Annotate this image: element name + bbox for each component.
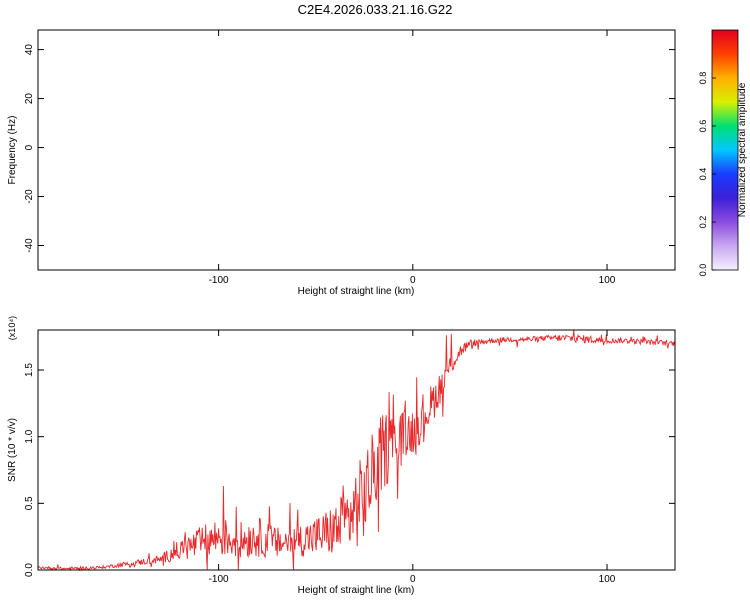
- spectrogram-y-label: Frequency (Hz): [7, 116, 18, 185]
- y-tick-label: -20: [24, 189, 35, 204]
- y-tick-label: 0.0: [24, 563, 35, 577]
- colorbar-gradient: [712, 30, 738, 270]
- colorbar-tick-label: 0.4: [698, 168, 708, 181]
- spectrogram-frame: [37, 29, 676, 271]
- colorbar-ticks: 0.0 0.2 0.4 0.6 0.8: [698, 72, 716, 277]
- snr-series-line: [37, 329, 676, 572]
- snr-y-multiplier: (x10⁴): [7, 316, 17, 340]
- x-tick-label: 100: [599, 574, 616, 585]
- y-tick-label: 1.0: [24, 429, 35, 443]
- figure-title: C2E4.2026.033.21.16.G22: [298, 2, 453, 17]
- spectrogram-y-ticks: -40 -20 0 20 40: [24, 44, 675, 253]
- snr-y-ticks: 0.0 0.5 1.0 1.5: [24, 363, 675, 577]
- x-tick-label: 0: [410, 275, 416, 286]
- colorbar-label: Normalized spectral amplitude: [737, 82, 748, 217]
- colorbar-tick-label: 0.6: [698, 120, 708, 133]
- y-tick-label: 0.5: [24, 496, 35, 510]
- x-tick-label: -100: [209, 275, 229, 286]
- colorbar-frame: [711, 29, 739, 271]
- spectrogram-x-label: Height of straight line (km): [298, 286, 415, 297]
- x-tick-label: 100: [599, 275, 616, 286]
- y-tick-label: 0: [24, 144, 35, 150]
- snr-x-label: Height of straight line (km): [298, 585, 415, 596]
- colorbar-tick-label: 0.8: [698, 72, 708, 85]
- colorbar-tick-label: 0.2: [698, 216, 708, 229]
- y-tick-label: 20: [24, 93, 35, 105]
- snr-frame: [37, 329, 676, 571]
- snr-y-label: SNR (10 * v/v): [7, 418, 18, 482]
- y-tick-label: 40: [24, 44, 35, 56]
- spectrogram-plot-area: [38, 30, 675, 270]
- x-tick-label: 0: [410, 574, 416, 585]
- x-tick-label: -100: [209, 574, 229, 585]
- y-tick-label: -40: [24, 238, 35, 253]
- colorbar: 0.0 0.2 0.4 0.6 0.8 Normalized spectral ampl…: [698, 29, 748, 277]
- y-tick-label: 1.5: [24, 363, 35, 377]
- snr-panel: -100 0 100 0.0 0.5 1.0 1.5 Height of straight…: [7, 316, 676, 596]
- spectrogram-panel: -100 0 100 -40 -20 0 20 40 Height of straight …: [7, 29, 676, 297]
- snr-x-ticks: -100 0 100: [209, 330, 616, 585]
- colorbar-tick-label: 0.0: [698, 264, 708, 277]
- spectrogram-x-ticks: -100 0 100: [209, 30, 616, 286]
